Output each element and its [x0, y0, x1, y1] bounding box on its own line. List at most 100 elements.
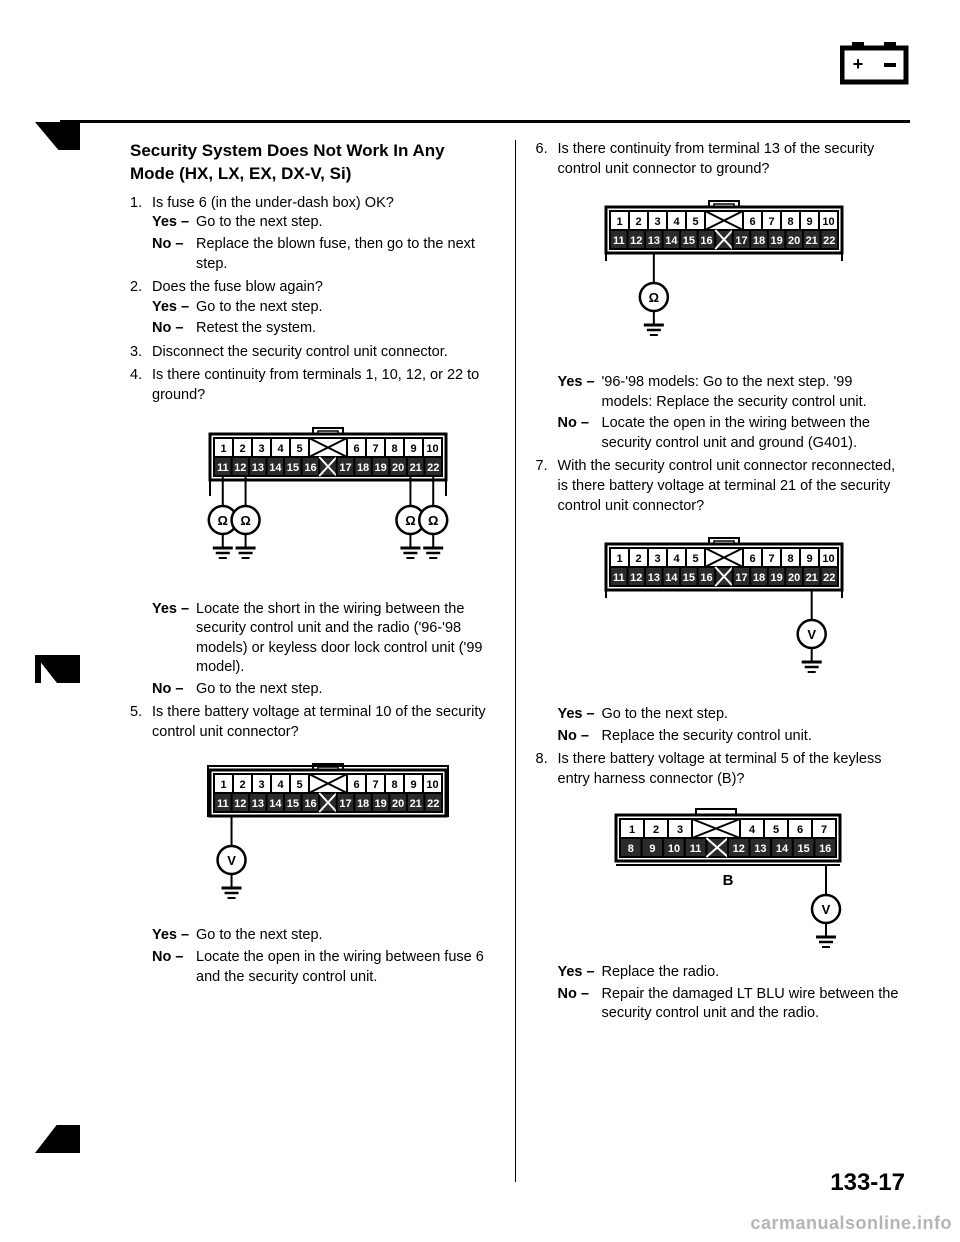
svg-text:V: V — [807, 627, 816, 642]
svg-text:4: 4 — [748, 824, 755, 836]
svg-text:3: 3 — [258, 443, 264, 455]
svg-text:15: 15 — [287, 798, 299, 810]
svg-text:13: 13 — [252, 462, 264, 474]
step-text: Is fuse 6 (in the under-dash box) OK? — [152, 195, 394, 211]
svg-text:1: 1 — [616, 216, 622, 228]
steps-list-left: Is fuse 6 (in the under-dash box) OK? Ye… — [130, 194, 495, 987]
svg-text:11: 11 — [612, 572, 624, 584]
svg-text:20: 20 — [788, 235, 800, 247]
svg-text:10: 10 — [822, 216, 834, 228]
step-3: Disconnect the security control unit con… — [130, 343, 495, 363]
svg-text:5: 5 — [296, 779, 302, 791]
left-column: Security System Does Not Work In Any Mod… — [120, 140, 515, 1182]
connector-diagram-step8: 12345678910111213141516BV — [580, 801, 901, 951]
step-1: Is fuse 6 (in the under-dash box) OK? Ye… — [130, 194, 495, 274]
step-4: Is there continuity from terminals 1, 10… — [130, 366, 495, 699]
svg-text:12: 12 — [234, 462, 246, 474]
svg-text:15: 15 — [682, 572, 694, 584]
svg-text:B: B — [722, 872, 733, 889]
svg-text:22: 22 — [427, 798, 439, 810]
svg-text:16: 16 — [700, 235, 712, 247]
svg-text:18: 18 — [752, 235, 764, 247]
step-6: Is there continuity from terminal 13 of … — [536, 140, 901, 453]
svg-text:5: 5 — [296, 443, 302, 455]
svg-text:Ω: Ω — [648, 290, 658, 305]
header-rule — [60, 120, 910, 123]
content-columns: Security System Does Not Work In Any Mod… — [120, 140, 910, 1182]
svg-text:11: 11 — [217, 462, 229, 474]
svg-text:20: 20 — [392, 798, 404, 810]
svg-text:V: V — [227, 853, 236, 868]
step-text: Does the fuse blow again? — [152, 279, 323, 295]
svg-text:9: 9 — [410, 779, 416, 791]
svg-text:19: 19 — [770, 572, 782, 584]
svg-text:9: 9 — [806, 553, 812, 565]
svg-text:16: 16 — [700, 572, 712, 584]
svg-text:Ω: Ω — [240, 513, 250, 528]
svg-text:19: 19 — [374, 798, 386, 810]
svg-text:13: 13 — [647, 572, 659, 584]
svg-text:7: 7 — [820, 824, 826, 836]
step-8: Is there battery voltage at terminal 5 o… — [536, 750, 901, 1024]
svg-text:7: 7 — [372, 779, 378, 791]
svg-text:12: 12 — [732, 843, 744, 855]
svg-text:6: 6 — [353, 779, 359, 791]
svg-text:10: 10 — [426, 779, 438, 791]
svg-text:13: 13 — [647, 235, 659, 247]
svg-text:2: 2 — [239, 443, 245, 455]
svg-text:11: 11 — [217, 798, 229, 810]
svg-text:7: 7 — [768, 216, 774, 228]
svg-text:8: 8 — [391, 779, 397, 791]
svg-text:4: 4 — [277, 443, 284, 455]
svg-text:21: 21 — [805, 572, 817, 584]
svg-text:11: 11 — [689, 843, 701, 855]
svg-text:5: 5 — [692, 216, 698, 228]
svg-text:Ω: Ω — [405, 513, 415, 528]
page-tab-top — [35, 122, 80, 150]
svg-text:+: + — [853, 54, 864, 74]
svg-text:8: 8 — [391, 443, 397, 455]
svg-text:22: 22 — [823, 572, 835, 584]
svg-text:4: 4 — [673, 553, 680, 565]
section-title: Security System Does Not Work In Any Mod… — [130, 140, 495, 186]
svg-text:22: 22 — [823, 235, 835, 247]
no-text: Replace the blown fuse, then go to the n… — [196, 235, 495, 274]
svg-text:17: 17 — [735, 235, 747, 247]
right-column: Is there continuity from terminal 13 of … — [516, 140, 911, 1182]
svg-text:5: 5 — [772, 824, 778, 836]
svg-text:9: 9 — [410, 443, 416, 455]
svg-text:12: 12 — [630, 572, 642, 584]
svg-text:20: 20 — [788, 572, 800, 584]
watermark: carmanualsonline.info — [750, 1213, 952, 1234]
svg-text:17: 17 — [339, 462, 351, 474]
svg-text:7: 7 — [372, 443, 378, 455]
svg-text:21: 21 — [805, 235, 817, 247]
svg-text:14: 14 — [665, 235, 678, 247]
svg-text:2: 2 — [635, 216, 641, 228]
step-7: With the security control unit connector… — [536, 457, 901, 746]
battery-icon: + — [840, 40, 910, 86]
svg-text:3: 3 — [654, 216, 660, 228]
svg-text:15: 15 — [797, 843, 809, 855]
svg-text:9: 9 — [649, 843, 655, 855]
svg-text:6: 6 — [796, 824, 802, 836]
page: + Security System Does Not Work In Any M… — [0, 0, 960, 1242]
svg-text:14: 14 — [665, 572, 678, 584]
svg-text:1: 1 — [616, 553, 622, 565]
svg-text:2: 2 — [239, 779, 245, 791]
svg-text:Ω: Ω — [428, 513, 438, 528]
svg-text:3: 3 — [258, 779, 264, 791]
svg-text:6: 6 — [353, 443, 359, 455]
svg-text:14: 14 — [269, 798, 282, 810]
svg-text:12: 12 — [234, 798, 246, 810]
svg-text:2: 2 — [652, 824, 658, 836]
svg-text:21: 21 — [410, 462, 422, 474]
svg-text:18: 18 — [357, 798, 369, 810]
svg-text:13: 13 — [252, 798, 264, 810]
connector-diagram-step5: 12345678910111213141516171819202122V — [174, 754, 495, 914]
svg-text:10: 10 — [426, 443, 438, 455]
svg-text:5: 5 — [692, 553, 698, 565]
svg-text:18: 18 — [357, 462, 369, 474]
svg-text:4: 4 — [673, 216, 680, 228]
svg-text:16: 16 — [304, 798, 316, 810]
